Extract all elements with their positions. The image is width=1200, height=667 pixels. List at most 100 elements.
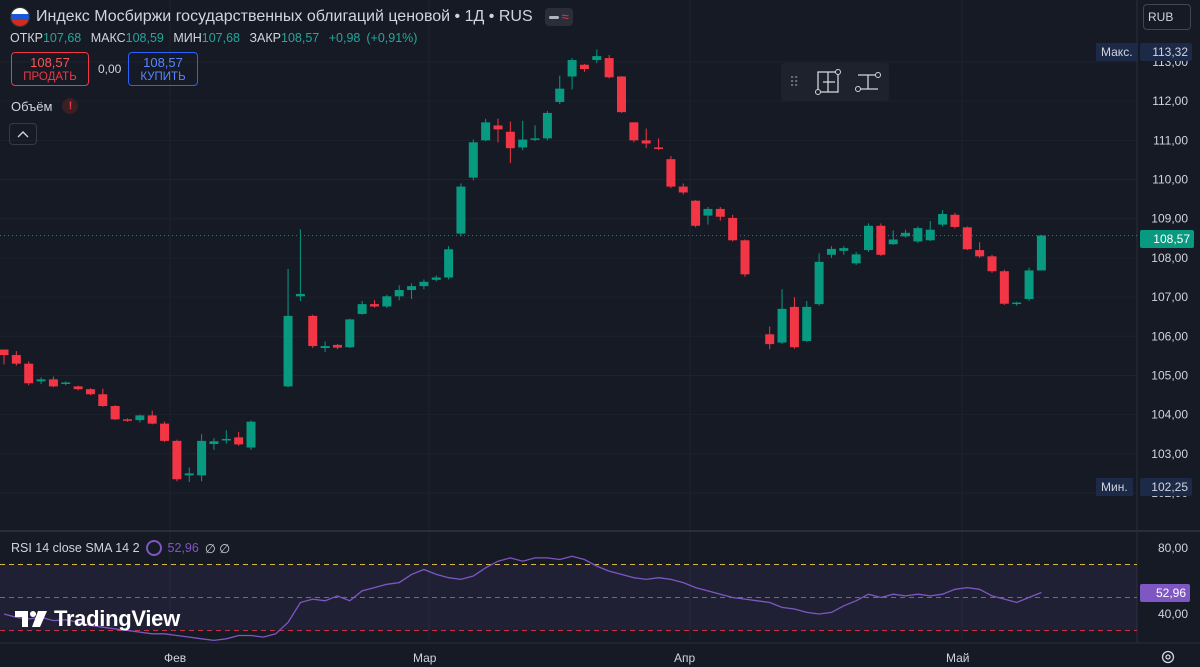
candle-body bbox=[11, 355, 21, 364]
candle-body bbox=[938, 214, 948, 225]
candle-body bbox=[1024, 270, 1034, 300]
collapse-legend-button[interactable] bbox=[9, 123, 37, 145]
candle-body bbox=[184, 473, 194, 476]
time-label-may: Май bbox=[946, 651, 970, 665]
gear-icon[interactable] bbox=[1160, 649, 1176, 665]
date-range-tool-button[interactable] bbox=[853, 67, 883, 97]
symbol-header[interactable]: Индекс Мосбиржи государственных облигаци… bbox=[10, 6, 573, 28]
candle-body bbox=[999, 271, 1009, 304]
russia-flag-icon bbox=[10, 7, 30, 27]
price-tick-label: 109,00 bbox=[1151, 212, 1188, 226]
candle-body bbox=[135, 415, 145, 421]
currency-selector[interactable]: RUB bbox=[1143, 4, 1191, 30]
candle-body bbox=[567, 60, 577, 77]
min-label: Мин. bbox=[1096, 478, 1133, 496]
rsi-line bbox=[3, 555, 1042, 642]
buy-button[interactable]: 108,57 КУПИТЬ bbox=[128, 52, 198, 86]
candle-body bbox=[61, 382, 71, 384]
candle-body bbox=[295, 293, 305, 297]
candle-body bbox=[147, 415, 157, 424]
candle-body bbox=[728, 217, 738, 241]
candles bbox=[0, 49, 1046, 483]
candle-body bbox=[925, 229, 935, 241]
refresh-icon[interactable] bbox=[145, 540, 162, 556]
candle-body bbox=[0, 349, 9, 356]
candle-body bbox=[802, 306, 812, 341]
price-tick-label: 104,00 bbox=[1151, 408, 1188, 422]
last-price-tag[interactable]: 108,57 bbox=[1140, 230, 1194, 248]
candle-body bbox=[370, 304, 379, 307]
candle-body bbox=[740, 240, 750, 275]
candle-body bbox=[308, 315, 318, 347]
rsi-label: RSI 14 close SMA 14 2 bbox=[11, 541, 140, 555]
candle-body bbox=[320, 346, 330, 349]
candle-body bbox=[48, 379, 58, 387]
tradingview-logo[interactable]: TradingView bbox=[14, 606, 180, 632]
rsi-legend[interactable]: RSI 14 close SMA 14 2 52,96 ∅ ∅ bbox=[11, 540, 230, 556]
candle-body bbox=[431, 277, 441, 280]
candle-body bbox=[987, 256, 997, 272]
candle-body bbox=[777, 308, 787, 343]
symbol-title[interactable]: Индекс Мосбиржи государственных облигаци… bbox=[36, 8, 533, 25]
drawing-toolbar[interactable]: ⠿ bbox=[781, 63, 889, 101]
candle-body bbox=[641, 140, 651, 144]
drag-handle-icon[interactable]: ⠿ bbox=[789, 73, 799, 90]
candle-body bbox=[864, 225, 873, 251]
candle-body bbox=[357, 304, 367, 314]
warning-icon[interactable]: ! bbox=[62, 98, 79, 114]
rsi-value: 52,96 bbox=[167, 541, 199, 555]
price-tick-label: 105,00 bbox=[1151, 368, 1188, 382]
price-tick-label: 103,00 bbox=[1151, 447, 1188, 461]
volume-legend[interactable]: Объём ! bbox=[11, 98, 79, 114]
max-price-tag: 113,32 bbox=[1140, 43, 1192, 61]
buy-label: КУПИТЬ bbox=[140, 71, 186, 83]
candle-body bbox=[518, 139, 528, 148]
rsi-pane: 80,00 40,00 bbox=[0, 541, 1188, 642]
candle-body bbox=[283, 315, 293, 387]
status-pill[interactable]: ≈ bbox=[544, 8, 573, 26]
candle-body bbox=[85, 389, 95, 395]
max-label: Макс. bbox=[1096, 43, 1138, 61]
candle-body bbox=[493, 125, 503, 130]
candle-body bbox=[975, 250, 985, 257]
candle-body bbox=[345, 319, 355, 348]
date-range-icon bbox=[855, 72, 881, 92]
candle-body bbox=[505, 131, 515, 149]
eye-icon bbox=[548, 15, 559, 19]
price-tick-label: 108,00 bbox=[1151, 251, 1188, 265]
candle-body bbox=[444, 249, 454, 278]
price-tick-label: 107,00 bbox=[1151, 290, 1188, 304]
min-price-tag: 102,25 bbox=[1140, 478, 1192, 496]
candle-body bbox=[765, 334, 775, 345]
candle-body bbox=[209, 441, 219, 445]
tradingview-mark-icon bbox=[15, 611, 47, 627]
spread-value: 0,00 bbox=[98, 62, 122, 76]
price-tick-label: 110,00 bbox=[1152, 173, 1188, 187]
logo-text: TradingView bbox=[54, 606, 180, 631]
price-tick-label: 112,00 bbox=[1152, 94, 1188, 108]
candle-body bbox=[246, 421, 256, 448]
sell-button[interactable]: 108,57 ПРОДАТЬ bbox=[11, 52, 89, 86]
sell-label: ПРОДАТЬ bbox=[23, 71, 77, 83]
candle-body bbox=[839, 248, 849, 251]
candle-body bbox=[592, 56, 602, 61]
candle-body bbox=[678, 186, 688, 193]
candle-body bbox=[394, 290, 404, 297]
candle-body bbox=[876, 225, 886, 255]
volume-label: Объём bbox=[11, 98, 53, 114]
price-range-tool-button[interactable] bbox=[813, 67, 843, 97]
candle-body bbox=[617, 76, 626, 113]
time-label-apr: Апр bbox=[674, 651, 696, 665]
rsi-value-tag: 52,96 bbox=[1140, 584, 1190, 602]
price-range-icon bbox=[815, 69, 841, 95]
candle-body bbox=[654, 147, 664, 149]
candle-body bbox=[332, 344, 342, 348]
rsi-tick-label: 80,00 bbox=[1158, 541, 1188, 555]
candle-body bbox=[382, 296, 392, 307]
rsi-tick-label: 40,00 bbox=[1158, 607, 1188, 621]
candle-body bbox=[1012, 302, 1022, 305]
candle-body bbox=[98, 394, 108, 407]
candle-body bbox=[703, 208, 713, 216]
candle-body bbox=[123, 419, 132, 421]
